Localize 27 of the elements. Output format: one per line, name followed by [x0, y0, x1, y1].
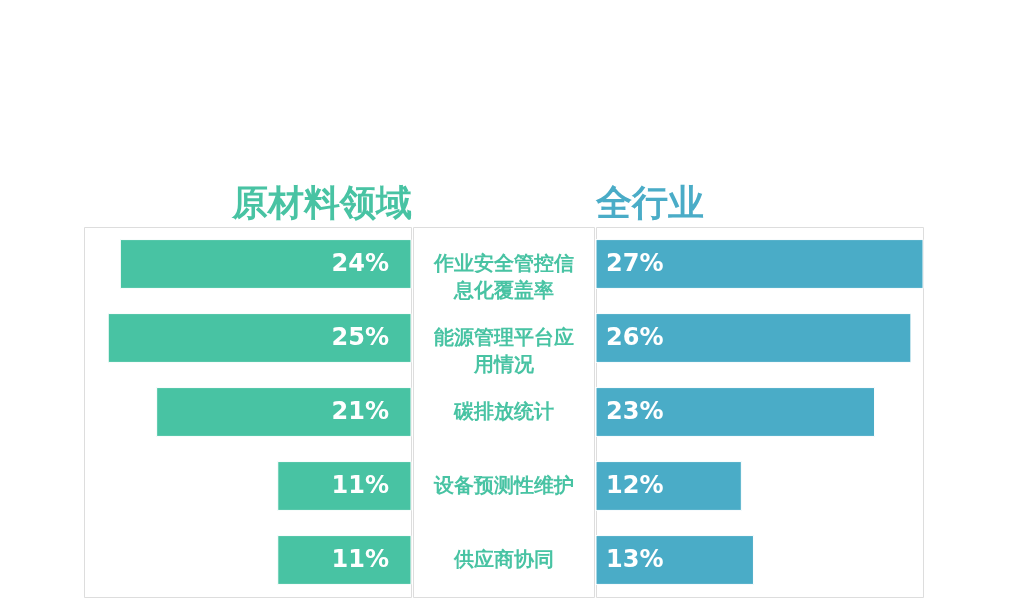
data-label: 27% [606, 249, 664, 277]
bar [595, 535, 754, 585]
bar [595, 387, 876, 437]
bar [595, 313, 912, 363]
data-label: 23% [606, 397, 664, 425]
data-label: 11% [331, 545, 389, 573]
data-label: 21% [331, 397, 389, 425]
data-label: 25% [331, 323, 389, 351]
bar [595, 461, 742, 511]
y-tick-label: 供应商协同 [452, 547, 554, 571]
bar [277, 461, 412, 511]
chart-title: 原材料领域 [230, 182, 412, 223]
y-tick-label: 设备预测性维护 [432, 473, 574, 497]
bar [156, 387, 412, 437]
chart-title: 全行业 [594, 182, 704, 223]
y-tick-label: 作业安全管控信息化覆盖率 [432, 251, 574, 302]
data-label: 13% [606, 545, 664, 573]
data-label: 24% [331, 249, 389, 277]
bar [119, 239, 412, 289]
data-label: 12% [606, 471, 664, 499]
bar [277, 535, 412, 585]
data-label: 26% [606, 323, 664, 351]
data-label: 11% [331, 471, 389, 499]
bar [107, 313, 412, 363]
y-tick-label: 能源管理平台应用情况 [433, 325, 574, 376]
bar [595, 239, 924, 289]
y-tick-label: 碳排放统计 [452, 399, 554, 423]
